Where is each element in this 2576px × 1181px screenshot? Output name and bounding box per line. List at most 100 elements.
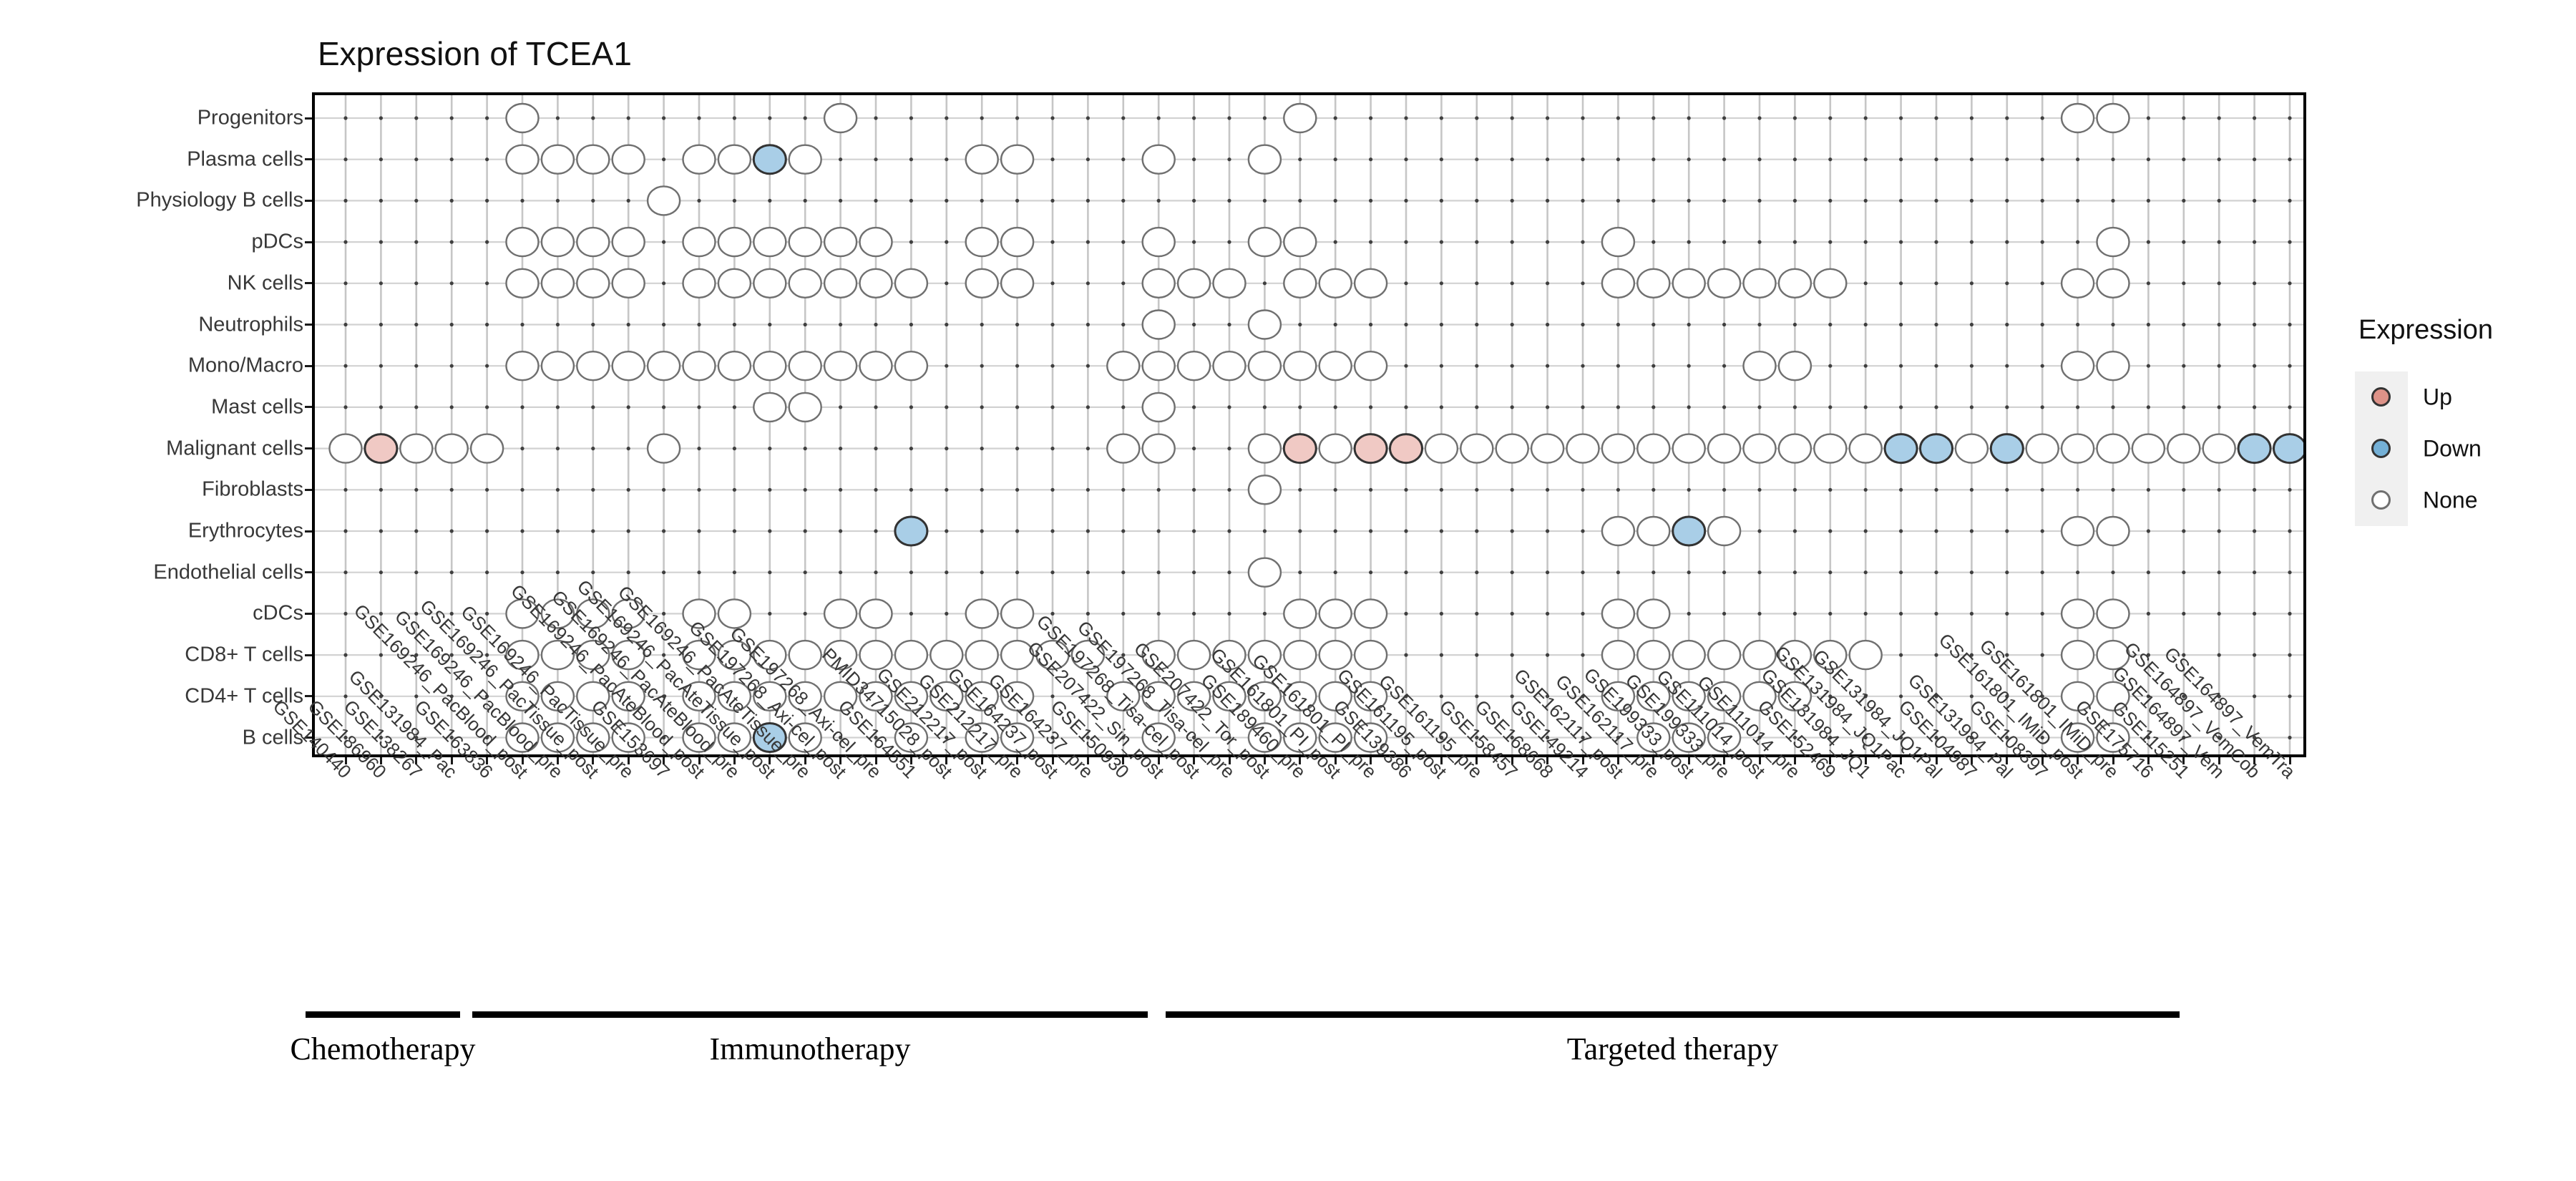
dot-none: [1000, 226, 1035, 258]
therapy-label: Chemotherapy: [290, 1031, 476, 1066]
dot-none: [965, 681, 999, 711]
grid-point: [2217, 240, 2221, 244]
grid-point: [343, 116, 348, 120]
dot-none: [1601, 268, 1636, 298]
dot-none: [1141, 722, 1176, 753]
grid-point: [485, 529, 489, 533]
dot-down: [752, 144, 787, 175]
grid-point: [2076, 198, 2080, 203]
grid-point: [1085, 487, 1090, 492]
grid-point: [1085, 364, 1090, 368]
grid-point: [343, 157, 348, 162]
grid-point: [732, 198, 736, 203]
dot-none: [1636, 639, 1671, 671]
grid-point: [1581, 198, 1585, 203]
dot-none: [1636, 722, 1671, 753]
grid-point: [1581, 735, 1585, 740]
grid-point: [2182, 364, 2186, 368]
grid-point: [1156, 487, 1161, 492]
grid-point: [1050, 116, 1055, 120]
grid-point: [1085, 157, 1090, 162]
grid-point: [768, 447, 772, 451]
grid-point: [2040, 735, 2044, 740]
dot-none: [1141, 268, 1176, 298]
dot-none: [2096, 722, 2130, 753]
dot-down: [752, 722, 787, 753]
x-axis-tick: [1829, 757, 1832, 764]
grid-point: [945, 157, 949, 162]
grid-point: [1333, 570, 1337, 575]
grid-point: [2288, 611, 2292, 616]
grid-point: [1475, 364, 1479, 368]
dot-none: [1601, 639, 1636, 671]
grid-point: [626, 529, 630, 533]
dot-none: [1000, 639, 1035, 671]
grid-point: [874, 405, 878, 409]
grid-point: [1262, 116, 1267, 120]
y-axis-label: CD4+ T cells: [185, 684, 303, 708]
grid-point: [980, 529, 984, 533]
dot-none: [823, 639, 858, 671]
grid-point: [1475, 570, 1479, 575]
dot-none: [611, 722, 645, 753]
grid-point: [485, 322, 489, 327]
grid-point: [1015, 116, 1020, 120]
grid-point: [2217, 116, 2221, 120]
x-axis-tick: [2182, 757, 2185, 764]
y-axis-label: Mast cells: [211, 395, 303, 419]
dot-none: [894, 722, 929, 753]
grid-point: [909, 322, 913, 327]
grid-point: [1546, 281, 1550, 286]
dot-none: [1353, 351, 1388, 381]
dot-none: [2025, 433, 2059, 464]
grid-point: [1969, 198, 1974, 203]
grid-point: [1333, 322, 1337, 327]
grid-point: [1969, 487, 1974, 492]
grid-point: [1581, 240, 1585, 244]
grid-point: [485, 157, 489, 162]
dot-none: [399, 433, 434, 464]
grid-point: [1192, 240, 1196, 244]
dot-none: [1318, 722, 1352, 753]
grid-point: [2253, 529, 2257, 533]
grid-point: [945, 487, 949, 492]
y-axis-label: NK cells: [227, 271, 303, 295]
dot-none: [823, 268, 858, 298]
grid-point: [485, 240, 489, 244]
grid-point: [1652, 570, 1656, 575]
dot-down: [1919, 433, 1953, 465]
x-axis-tick: [1051, 757, 1054, 764]
grid-point: [1757, 735, 1762, 740]
grid-point: [1616, 735, 1620, 740]
grid-point: [1050, 487, 1055, 492]
grid-point: [1581, 653, 1585, 657]
grid-point: [2005, 405, 2009, 409]
dot-down: [1883, 433, 1918, 465]
grid-point: [1227, 240, 1231, 244]
grid-point: [732, 487, 736, 492]
therapy-bar: [1166, 1011, 2180, 1018]
dot-none: [930, 639, 964, 671]
grid-point: [1369, 487, 1373, 492]
dot-none: [965, 268, 999, 298]
dot-none: [505, 351, 540, 381]
grid-point: [1192, 322, 1196, 327]
dot-none: [788, 681, 822, 711]
grid-point: [1581, 694, 1585, 699]
grid-point: [414, 157, 419, 162]
dot-none: [788, 722, 822, 753]
grid-point: [2146, 116, 2150, 120]
grid-point: [697, 198, 701, 203]
dot-none: [1247, 226, 1282, 258]
dot-none: [1601, 226, 1636, 258]
grid-point: [1969, 570, 1974, 575]
therapy-label: Targeted therapy: [1566, 1031, 1779, 1066]
grid-point: [591, 116, 595, 120]
grid-point: [732, 405, 736, 409]
grid-point: [2040, 240, 2044, 244]
grid-point: [449, 529, 454, 533]
grid-point: [732, 322, 736, 327]
dot-none: [859, 351, 893, 381]
dot-none: [965, 598, 999, 629]
dot-none: [753, 639, 787, 671]
